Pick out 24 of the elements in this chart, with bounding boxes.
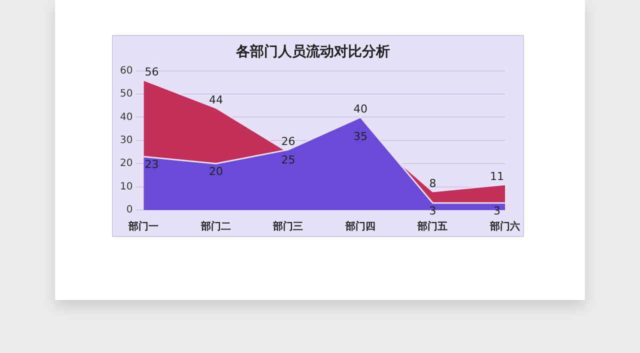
data-label: 25 [281,153,296,166]
y-tick-label: 50 [120,88,133,100]
data-label: 8 [429,176,436,190]
data-label: 23 [144,158,159,171]
data-label: 40 [353,102,368,116]
data-label: 44 [208,93,223,106]
y-tick-label: 0 [126,204,133,216]
data-label: 26 [281,135,296,148]
y-tick-label: 60 [120,65,133,76]
x-tick-label: 部门三 [272,220,304,233]
x-tick-label: 部门五 [416,220,448,233]
data-label: 56 [144,65,159,78]
y-tick-label: 30 [120,134,133,146]
y-tick-label: 10 [120,181,133,192]
y-tick-label: 20 [120,158,133,170]
data-label: 35 [353,130,368,144]
x-tick-label: 部门二 [200,220,231,233]
x-tick-label: 部门六 [489,220,520,233]
chart-title: 各部门人员流动对比分析 [235,43,390,60]
x-tick-label: 部门四 [344,220,376,233]
data-label: 11 [490,170,504,183]
data-label: 20 [208,164,223,178]
x-tick-label: 部门一 [128,220,159,233]
y-tick-label: 40 [120,112,133,123]
